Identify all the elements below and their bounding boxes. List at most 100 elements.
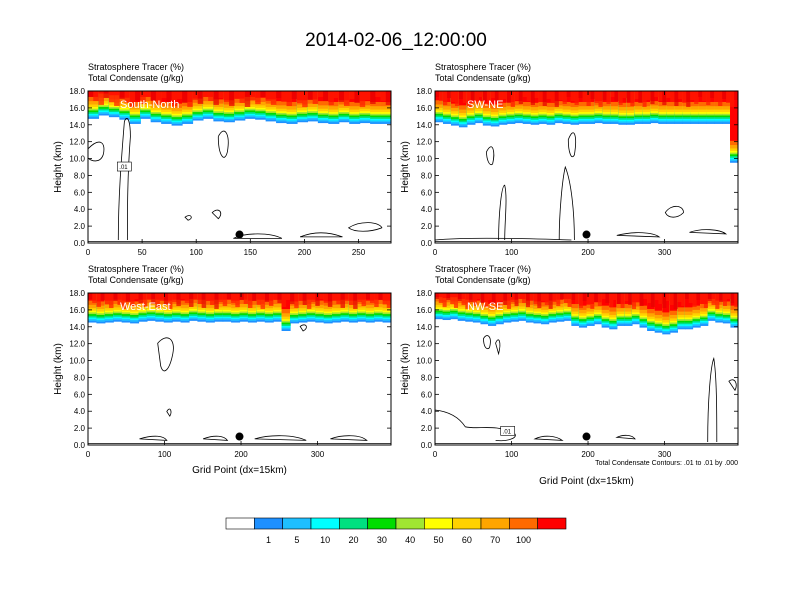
tracer-streak: [273, 293, 278, 299]
tracer-streak: [490, 91, 496, 98]
x-tick-label: 250: [352, 248, 366, 257]
y-tick-label: 16.0: [69, 104, 85, 113]
contour-line: [202, 435, 229, 441]
colorbar-swatch: [310, 517, 340, 530]
contour-line: [254, 435, 307, 441]
y-axis-label: Height (km): [400, 343, 411, 395]
tracer-streak: [336, 293, 341, 304]
tracer-streak: [291, 91, 298, 99]
y-axis-label: Height (km): [400, 141, 411, 193]
tracer-streak: [349, 91, 355, 99]
y-tick-label: 14.0: [416, 323, 432, 332]
colorbar-label: 60: [462, 535, 472, 545]
tracer-streak: [344, 293, 350, 301]
tracer-streak: [614, 91, 619, 101]
tracer-streak: [354, 91, 360, 103]
tracer-streak: [294, 293, 299, 308]
tracer-streak: [171, 91, 178, 106]
tracer-streak: [529, 293, 534, 300]
tracer-streak: [694, 91, 699, 104]
y-tick-label: 8.0: [74, 171, 86, 180]
plot-frame: [434, 90, 739, 244]
tracer-streak: [244, 91, 251, 107]
panel-title-line1: Stratosphere Tracer (%): [435, 264, 531, 274]
tracer-streak: [498, 91, 504, 106]
tracer-streak: [643, 293, 648, 299]
tracer-streak: [172, 293, 177, 302]
tracer-streak: [180, 293, 186, 299]
tracer-streak: [484, 293, 489, 307]
plot-frame: [87, 292, 392, 446]
y-tick-label: 10.0: [416, 155, 432, 164]
tracer-streak: [734, 91, 738, 100]
contour-line: [435, 237, 572, 241]
contour-line: [299, 232, 343, 238]
tracer-streak: [674, 91, 679, 106]
tracer-streak: [239, 91, 246, 103]
tracer-streak: [231, 293, 236, 303]
x-tick-label: 300: [658, 450, 672, 459]
colorbar-swatch: [367, 517, 397, 530]
tracer-streak: [622, 91, 627, 98]
tracer-streak: [357, 293, 362, 302]
y-tick-label: 16.0: [416, 306, 432, 315]
y-tick-label: 6.0: [74, 188, 86, 197]
chart-panel-0: .01 South-North Stratosphere Tracer (%)Tot…: [53, 62, 392, 257]
tracer-streak: [605, 293, 610, 303]
tracer-streak: [711, 293, 716, 305]
tracer-streak: [249, 91, 256, 100]
plot-frame: [434, 292, 739, 446]
tracer-streak: [213, 91, 219, 105]
tracer-streak: [145, 91, 151, 97]
tracer-streak: [682, 91, 687, 103]
tracer-streak: [124, 91, 131, 103]
tracer-streak: [229, 91, 235, 106]
tracer-streak: [722, 293, 727, 306]
tracer-streak: [446, 293, 451, 300]
y-tick-label: 18.0: [416, 87, 432, 96]
contour-footnote: Total Condensate Contours: .01 to .01 by…: [595, 460, 738, 467]
y-tick-label: 12.0: [416, 340, 432, 349]
tracer-streak: [586, 91, 591, 106]
y-tick-label: 6.0: [74, 390, 86, 399]
tracer-streak: [197, 293, 202, 304]
colorbar-label: 100: [516, 535, 531, 545]
y-tick-label: 10.0: [69, 357, 85, 366]
tracer-streak: [218, 91, 225, 98]
tracer-streak: [541, 293, 546, 301]
x-tick-label: 300: [658, 248, 672, 257]
tracer-streak: [96, 293, 101, 307]
tracer-streak: [239, 293, 245, 300]
tracer-streak: [662, 91, 667, 105]
y-tick-label: 2.0: [421, 222, 433, 231]
tracer-streak: [525, 293, 530, 307]
tracer-streak: [510, 293, 515, 302]
contour-line: [689, 229, 728, 235]
tracer-streak: [537, 293, 542, 308]
tracer-streak: [189, 293, 194, 307]
tracer-streak: [264, 293, 270, 302]
tracer-streak: [662, 293, 667, 308]
tracer-streak: [150, 91, 157, 101]
tracer-streak: [302, 91, 308, 107]
tracer-streak: [530, 91, 535, 105]
y-tick-label: 14.0: [69, 121, 85, 130]
tracer-streak: [684, 293, 690, 299]
tracer-streak: [465, 293, 470, 309]
y-tick-label: 4.0: [421, 205, 433, 214]
tracer-streak: [146, 293, 152, 300]
y-tick-label: 6.0: [421, 390, 433, 399]
panel-label: South-North: [120, 99, 179, 111]
tracer-streak: [260, 91, 266, 97]
tracer-streak: [546, 91, 551, 99]
contour-line: [330, 435, 368, 441]
x-tick-label: 50: [138, 248, 147, 257]
tracer-streak: [518, 91, 524, 104]
tracer-streak: [559, 293, 565, 299]
panel-label: SW-NE: [467, 99, 503, 111]
tracer-streak: [323, 91, 329, 101]
tracer-streak: [113, 293, 118, 301]
colorbar-label: 20: [348, 535, 358, 545]
tracer-streak: [613, 293, 618, 300]
